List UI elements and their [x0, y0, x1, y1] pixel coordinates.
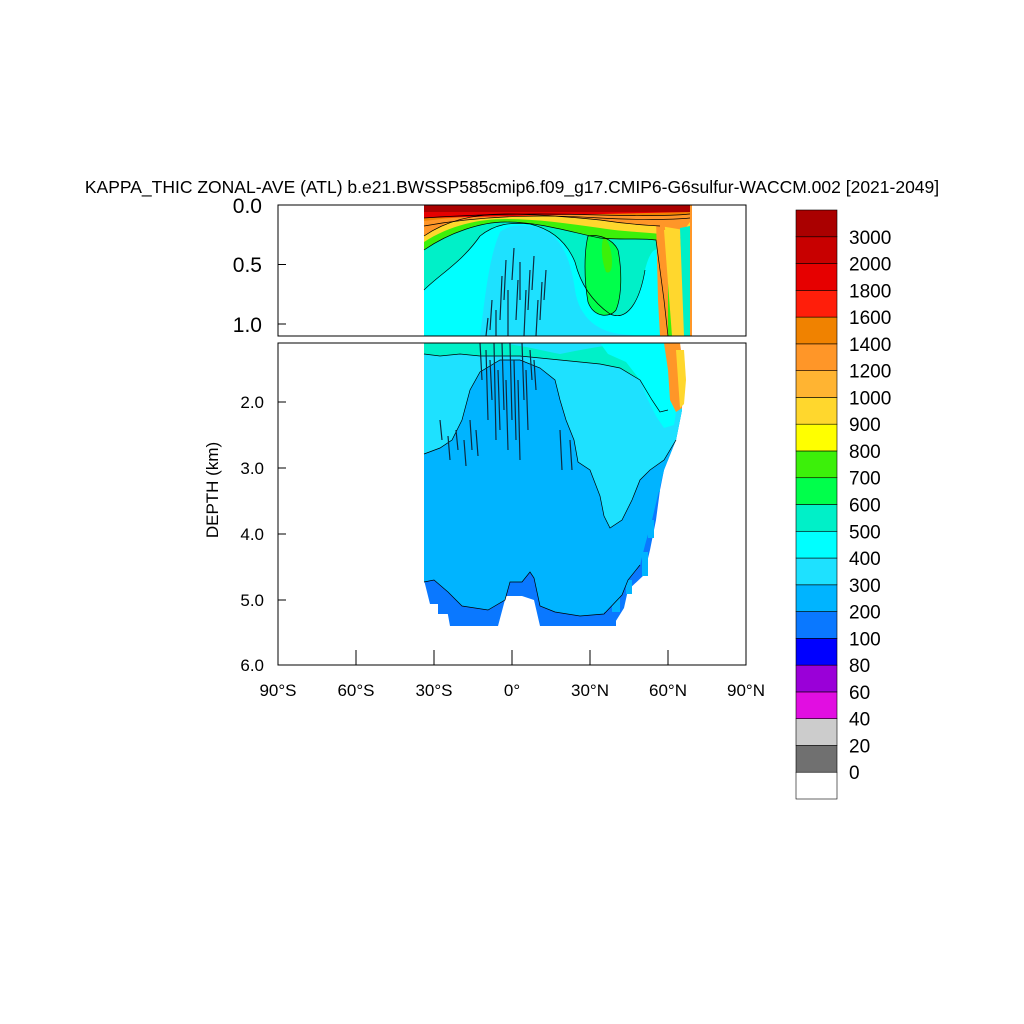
- colorbar-swatch: [795, 611, 838, 639]
- colorbar-swatch: [795, 397, 838, 425]
- upper-layer-300: [480, 225, 640, 336]
- colorbar-label: 80: [849, 656, 870, 677]
- colorbar-label: 700: [849, 469, 881, 490]
- colorbar-swatch: [795, 290, 838, 318]
- lower-bottom-steps: [438, 600, 616, 626]
- colorbar-swatch: [795, 316, 838, 345]
- colorbar-label: 1800: [849, 281, 891, 302]
- lower-layer-1000-north: [676, 350, 686, 408]
- upper-y-tick-label: 0.5: [233, 254, 262, 277]
- colorbar-swatch: [795, 638, 838, 666]
- colorbar-swatch: [795, 718, 838, 746]
- colorbar-label: 1200: [849, 362, 891, 383]
- colorbar-swatch: [795, 557, 838, 586]
- colorbar-swatch: [795, 423, 838, 452]
- lower-y-tick-label: 2.0: [240, 393, 264, 412]
- x-tick-label: 60°S: [337, 681, 374, 700]
- lower-noise-contours: [439, 343, 573, 471]
- lower-y-tick-label: 6.0: [240, 656, 264, 675]
- colorbar-swatch: [795, 584, 838, 612]
- x-tick-label: 30°N: [571, 681, 609, 700]
- upper-panel: 0.0 0.5 1.0: [233, 195, 747, 337]
- upper-layer-700b: [601, 236, 612, 273]
- lower-y-tick-label: 3.0: [240, 459, 264, 478]
- upper-layer-600: [585, 235, 621, 316]
- upper-layer-3000: [424, 205, 690, 212]
- colorbar-label: 300: [849, 576, 881, 597]
- upper-layer-500-north: [680, 226, 690, 336]
- upper-noise-contours: [485, 247, 547, 336]
- lower-edge-steps: [612, 480, 660, 612]
- upper-field: [423, 205, 692, 336]
- upper-layer-1000-north: [664, 230, 686, 336]
- colorbar-label: 500: [849, 522, 881, 543]
- colorbar-label: 60: [849, 683, 870, 704]
- colorbar-swatch: [795, 209, 838, 238]
- lower-layer-400-north: [600, 343, 678, 428]
- colorbar-swatch: [795, 530, 838, 559]
- lower-contours: [423, 353, 677, 617]
- x-ticks: [277, 650, 747, 665]
- colorbar-swatch: [795, 236, 838, 264]
- x-tick-label: 60°N: [649, 681, 687, 700]
- colorbar-label: 2000: [849, 255, 891, 276]
- upper-y-tick-label: 1.0: [233, 314, 262, 337]
- colorbar-label: 40: [849, 710, 870, 731]
- lower-y-tick-label: 5.0: [240, 591, 264, 610]
- x-tick-label: 90°N: [727, 681, 765, 700]
- lower-layer-400: [424, 343, 682, 528]
- colorbar-label: 20: [849, 736, 870, 757]
- x-tick-label: 0°: [504, 681, 520, 700]
- lower-field: [423, 343, 686, 626]
- lower-y-ticks: [278, 401, 286, 666]
- colorbar-swatch: [795, 343, 838, 371]
- colorbar-label: 200: [849, 603, 881, 624]
- colorbar-swatch: [795, 691, 838, 719]
- colorbar-swatch: [795, 263, 838, 291]
- colorbar-label: 800: [849, 442, 881, 463]
- x-tick-label: 90°S: [259, 681, 296, 700]
- colorbar-swatch: [795, 450, 838, 479]
- colorbar: 0 20 40 60 80 100 200 300 400 500 600 700 800 900 1000…: [795, 209, 891, 800]
- colorbar-swatch: [795, 771, 838, 800]
- colorbar-label: 600: [849, 496, 881, 517]
- colorbar-label: 100: [849, 629, 881, 650]
- lower-panel: 2.0 3.0 4.0 5.0 6.0 90°S 60°S 30°S 0° 30…: [203, 342, 765, 700]
- colorbar-label: 1400: [849, 335, 891, 356]
- x-tick-label: 30°S: [415, 681, 452, 700]
- colorbar-swatch: [795, 745, 838, 773]
- colorbar-label: 0: [849, 763, 860, 784]
- colorbar-label: 1600: [849, 308, 891, 329]
- chart-title: KAPPA_THIC ZONAL-AVE (ATL) b.e21.BWSSP58…: [85, 177, 939, 198]
- y-axis-label: DEPTH (km): [203, 442, 222, 538]
- colorbar-swatch: [795, 504, 838, 532]
- upper-contours: [423, 213, 691, 336]
- upper-y-ticks: [278, 204, 286, 325]
- colorbar-label: 900: [849, 415, 881, 436]
- colorbar-label: 3000: [849, 228, 891, 249]
- lower-layer-500-top: [424, 343, 672, 412]
- colorbar-swatch: [795, 664, 838, 693]
- upper-frame: [277, 204, 747, 337]
- lower-y-tick-label: 4.0: [240, 525, 264, 544]
- colorbar-swatch: [795, 477, 838, 505]
- colorbar-label: 1000: [849, 388, 891, 409]
- colorbar-swatch: [795, 370, 838, 398]
- colorbar-label: 400: [849, 549, 881, 570]
- upper-y-tick-label: 0.0: [233, 195, 262, 218]
